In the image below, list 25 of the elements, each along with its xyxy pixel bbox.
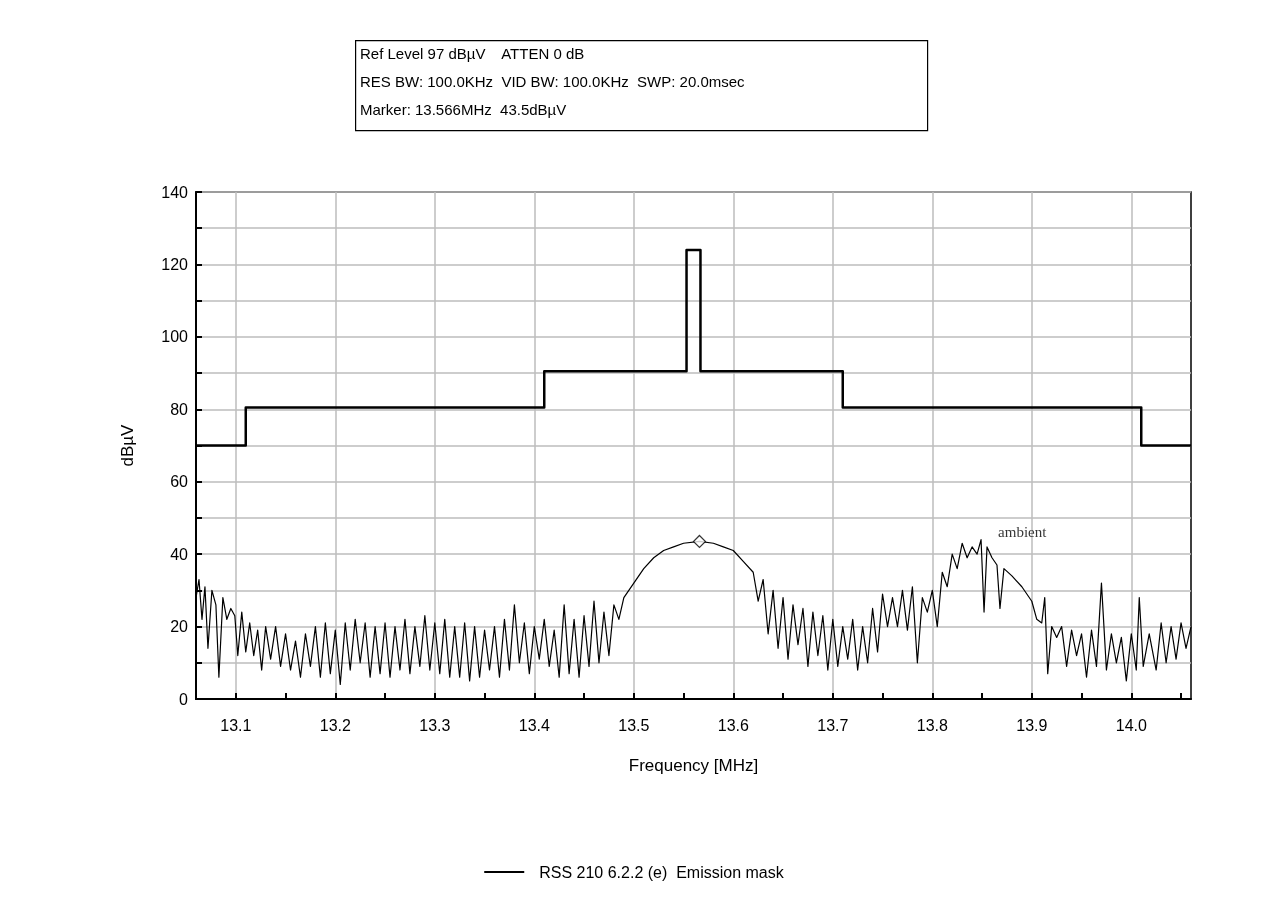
y-tick-label: 60 <box>170 473 189 491</box>
x-axis-title: Frequency [MHz] <box>628 756 759 775</box>
x-tick-label: 13.7 <box>817 716 849 734</box>
x-tick-label: 13.6 <box>717 716 749 734</box>
x-tick-label: 14.0 <box>1115 716 1147 734</box>
x-tick-label: 13.3 <box>419 716 451 734</box>
y-axis-title: dBµV <box>118 423 137 467</box>
x-tick-label: 13.2 <box>319 716 351 734</box>
x-tick-label: 13.5 <box>618 716 650 734</box>
y-tick-label: 20 <box>170 618 189 636</box>
y-tick-label: 80 <box>170 400 189 418</box>
y-tick-label: 0 <box>179 690 189 708</box>
x-tick-label: 13.1 <box>220 716 252 734</box>
legend-label: RSS 210 6.2.2 (e) Emission mask <box>539 863 785 881</box>
text: RES BW: 100.0KHz VID BW: 100.0KHz SWP: 20.0msec <box>360 73 746 90</box>
x-tick-label: 13.4 <box>518 716 550 734</box>
x-tick-label: 13.8 <box>916 716 948 734</box>
text: Marker: 13.566MHz 43.5dBµV <box>360 101 567 118</box>
x-tick-label: 13.9 <box>1016 716 1048 734</box>
y-tick-label: 100 <box>161 328 189 346</box>
annotation: ambient <box>998 523 1048 540</box>
text: Ref Level 97 dBµV ATTEN 0 dB <box>360 45 585 62</box>
y-tick-label: 40 <box>170 545 189 563</box>
y-tick-label: 140 <box>161 183 189 201</box>
y-tick-label: 120 <box>161 255 189 273</box>
